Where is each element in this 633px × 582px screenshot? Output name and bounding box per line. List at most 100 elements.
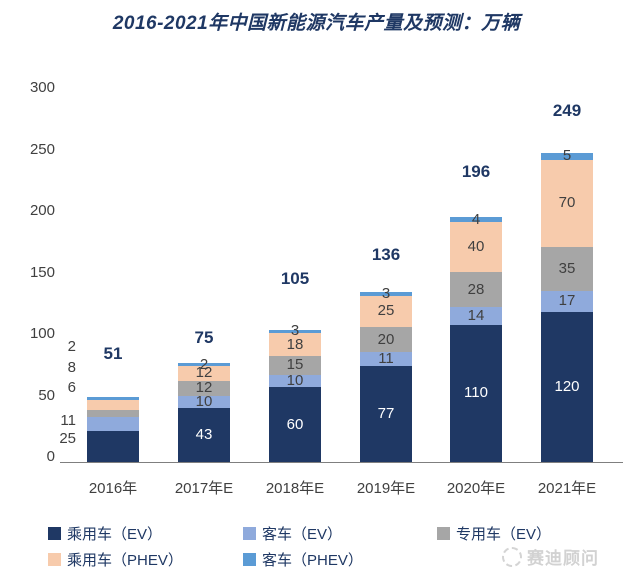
x-axis-category-label: 2018年E	[265, 480, 325, 497]
legend-label: 客车（PHEV）	[262, 551, 363, 569]
segment-value-label: 28	[467, 280, 485, 298]
x-axis-category-label: 2019年E	[356, 480, 416, 497]
legend-label: 专用车（EV）	[456, 525, 552, 543]
chart-legend: 乘用车（EV） 客车（EV） 专用车（EV） 乘用车（PHEV） 客车（PHEV…	[48, 520, 617, 572]
y-axis-tick-label: 0	[46, 448, 55, 465]
legend-label: 乘用车（PHEV）	[67, 551, 183, 569]
segment-value-label: 2	[199, 355, 209, 373]
segment-value-label: 12	[195, 379, 213, 397]
legend-label: 乘用车（EV）	[67, 525, 163, 543]
bar-segment	[178, 408, 230, 462]
legend-swatch-navy	[48, 526, 61, 540]
y-axis-tick-label: 300	[29, 79, 55, 96]
bar-total-label: 105	[280, 269, 310, 288]
legend-item-phev-passenger: 乘用车（PHEV）	[48, 549, 243, 570]
bar-segment	[269, 355, 321, 375]
segment-value-label: 6	[67, 379, 76, 396]
bar-total-label: 136	[371, 245, 401, 264]
segment-value-label: 10	[195, 393, 213, 410]
segment-value-label: 5	[562, 147, 572, 165]
bar-segment	[87, 399, 139, 410]
segment-value-label: 40	[467, 238, 485, 255]
segment-value-label: 35	[558, 259, 576, 277]
bar-segment	[450, 222, 502, 272]
segment-value-label: 12	[195, 364, 213, 382]
segment-value-label: 8	[67, 359, 76, 376]
bar-segment	[87, 397, 139, 400]
watermark-text: 赛迪顾问	[527, 549, 599, 568]
bar-segment	[269, 329, 321, 334]
x-axis-category-label: 2021年E	[537, 480, 597, 497]
x-axis-line	[60, 462, 623, 463]
bar-segment	[541, 312, 593, 462]
segment-value-label: 18	[286, 335, 304, 353]
segment-value-label: 77	[377, 404, 395, 422]
segment-value-label: 11	[60, 412, 76, 429]
bar-segment	[269, 333, 321, 356]
segment-value-label: 110	[464, 384, 488, 402]
bar-total-label: 196	[461, 162, 491, 181]
segment-value-label: 60	[286, 415, 304, 433]
segment-value-label: 10	[286, 371, 304, 389]
bar-segment	[87, 430, 139, 462]
bar-segment	[87, 409, 139, 417]
bar-segment	[178, 365, 230, 381]
bar-total-label: 51	[103, 344, 123, 363]
ccid-logo-icon	[502, 546, 522, 567]
segment-value-label: 15	[286, 356, 304, 374]
segment-value-label: 70	[558, 194, 576, 212]
legend-item-ev-bus: 客车（EV）	[243, 523, 437, 544]
bar-total-label: 75	[194, 328, 214, 347]
bar-segment	[541, 159, 593, 247]
bar-segment	[360, 327, 412, 352]
bar-segment	[541, 153, 593, 160]
segment-value-label: 11	[378, 349, 394, 367]
chart-title: 2016-2021年中国新能源汽车产量及预测：万辆	[112, 13, 521, 34]
y-axis-tick-label: 50	[38, 386, 55, 404]
legend-swatch-lightblue	[243, 526, 256, 540]
x-axis-category-label: 2016年	[88, 480, 138, 497]
legend-swatch-gray	[437, 526, 450, 540]
bar-segment	[450, 307, 502, 325]
bar-segment	[360, 352, 412, 366]
bar-segment	[178, 395, 230, 409]
segment-value-label: 43	[195, 426, 213, 444]
bar-total-label: 249	[552, 101, 582, 120]
y-axis-tick-label: 150	[29, 263, 55, 281]
bar-segment	[450, 272, 502, 307]
bar-segment	[269, 387, 321, 462]
bar-segment	[360, 365, 412, 462]
legend-swatch-peach	[48, 552, 61, 566]
bar-segment	[178, 380, 230, 396]
legend-label: 客车（EV）	[262, 525, 343, 543]
legend-item-ev-special: 专用车（EV）	[437, 523, 617, 544]
segment-value-label: 4	[471, 210, 481, 228]
bar-segment	[360, 295, 412, 327]
segment-value-label: 20	[377, 330, 395, 348]
segment-value-label: 120	[554, 378, 580, 395]
legend-item-phev-bus: 客车（PHEV）	[243, 549, 437, 570]
bar-segment	[178, 363, 230, 366]
legend-swatch-blue	[243, 552, 256, 566]
bar-segment	[450, 324, 502, 462]
bar-segment	[269, 374, 321, 387]
x-axis-category-label: 2017年E	[174, 480, 234, 497]
segment-value-label: 25	[59, 430, 76, 447]
bar-segment	[541, 290, 593, 312]
y-axis-tick-label: 250	[29, 140, 55, 158]
segment-value-label: 17	[558, 292, 576, 310]
y-axis-tick-label: 200	[29, 202, 55, 219]
x-axis-category-label: 2020年E	[446, 480, 506, 497]
segment-value-label: 14	[467, 306, 485, 324]
bar-segment	[541, 247, 593, 291]
bar-segment	[450, 217, 502, 222]
segment-value-label: 2	[67, 338, 76, 355]
segment-value-label: 3	[290, 322, 300, 340]
bar-segment	[360, 292, 412, 296]
y-axis-tick-label: 100	[29, 325, 55, 342]
segment-value-label: 25	[377, 302, 395, 320]
legend-item-ev-passenger: 乘用车（EV）	[48, 523, 243, 544]
bar-segment	[87, 417, 139, 431]
segment-value-label: 3	[381, 284, 391, 302]
